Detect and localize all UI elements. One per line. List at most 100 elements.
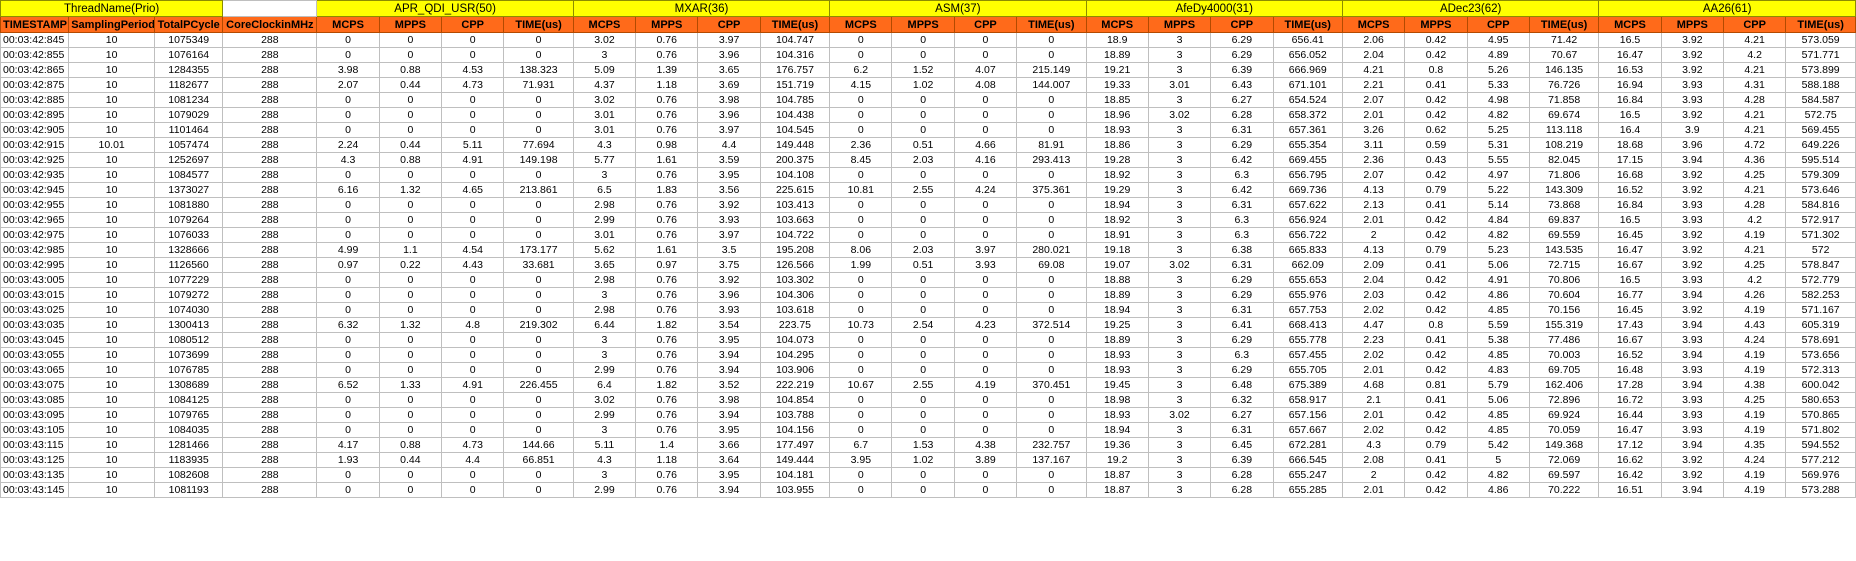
table-row: 00:03:43:055 10 1073699 288 0 0 0 0 3 0.76 3.94 104…: [0, 347, 1856, 363]
table-cell: 3.92: [1660, 227, 1724, 243]
timestamp-cell: 00:03:42:915: [0, 137, 70, 153]
table-cell: 0: [316, 122, 380, 138]
table-cell: 0: [829, 467, 893, 483]
table-cell: 1.32: [378, 182, 443, 198]
table-cell: 10: [68, 302, 156, 318]
table-cell: 571.167: [1785, 302, 1856, 318]
table-cell: 1.1: [378, 242, 443, 258]
table-cell: 0: [891, 302, 955, 318]
table-cell: 1.18: [635, 452, 699, 468]
timestamp-cell: 00:03:43:145: [0, 482, 70, 498]
table-cell: 288: [222, 242, 318, 258]
table-cell: 658.372: [1272, 107, 1343, 123]
table-cell: 10: [68, 347, 156, 363]
table-cell: 3.01: [572, 122, 637, 138]
table-cell: 6.31: [1210, 257, 1274, 273]
table-cell: 144.66: [503, 437, 574, 453]
table-cell: 0: [891, 332, 955, 348]
table-cell: 72.069: [1528, 452, 1600, 468]
table-cell: 572.313: [1785, 362, 1856, 378]
timestamp-cell: 00:03:42:895: [0, 107, 70, 123]
table-cell: 0: [316, 482, 380, 498]
table-cell: 4.26: [1722, 287, 1787, 303]
table-cell: 4.23: [953, 317, 1018, 333]
table-cell: 19.2: [1085, 452, 1149, 468]
table-cell: 4.17: [316, 437, 380, 453]
table-cell: 1.52: [891, 62, 955, 78]
table-cell: 4.21: [1722, 122, 1787, 138]
table-cell: 0: [316, 332, 380, 348]
table-cell: 0: [316, 422, 380, 438]
table-cell: 1084577: [154, 167, 224, 183]
table-cell: 0: [891, 122, 955, 138]
timestamp-cell: 00:03:43:025: [0, 302, 70, 318]
table-cell: 1.02: [891, 77, 955, 93]
table-cell: 0: [441, 332, 505, 348]
table-cell: 3.92: [1660, 302, 1724, 318]
table-cell: 6.44: [572, 317, 637, 333]
table-cell: 4.21: [1722, 107, 1787, 123]
table-cell: 2.54: [891, 317, 955, 333]
table-cell: 288: [222, 167, 318, 183]
table-cell: 0: [1016, 332, 1087, 348]
table-cell: 4.35: [1722, 437, 1787, 453]
table-cell: 288: [222, 362, 318, 378]
table-cell: 3: [1147, 242, 1212, 258]
table-cell: 595.514: [1785, 152, 1856, 168]
table-cell: 0.44: [378, 77, 443, 93]
table-cell: 571.771: [1785, 47, 1856, 63]
table-cell: 3: [1147, 422, 1212, 438]
table-cell: 69.837: [1528, 212, 1600, 228]
table-cell: 0.88: [378, 62, 443, 78]
table-cell: 0.42: [1404, 212, 1468, 228]
table-cell: 572: [1785, 242, 1856, 258]
table-cell: 288: [222, 347, 318, 363]
table-cell: 657.753: [1272, 302, 1343, 318]
table-header: ThreadName(Prio) APR_QDI_USR(50) MXAR(36…: [0, 0, 1856, 33]
table-cell: 288: [222, 107, 318, 123]
table-cell: 3.97: [697, 227, 761, 243]
table-cell: 3: [1147, 152, 1212, 168]
table-cell: 288: [222, 197, 318, 213]
table-cell: 1.33: [378, 377, 443, 393]
table-cell: 3.95: [697, 332, 761, 348]
table-cell: 2.98: [572, 197, 637, 213]
table-row: 00:03:43:095 10 1079765 288 0 0 0 0 2.99 0.76 3.94…: [0, 407, 1856, 423]
table-cell: 0: [829, 47, 893, 63]
table-cell: 2.24: [316, 137, 380, 153]
table-cell: 104.785: [759, 92, 831, 108]
table-cell: 3.92: [1660, 182, 1724, 198]
table-cell: 176.757: [759, 62, 831, 78]
table-row: 00:03:42:875 10 1182677 288 2.07 0.44 4.73 71.9…: [0, 77, 1856, 93]
table-cell: 0: [1016, 422, 1087, 438]
table-cell: 0: [953, 47, 1018, 63]
table-cell: 3.94: [1660, 482, 1724, 498]
table-cell: 4.19: [1722, 362, 1787, 378]
column-header: CPP: [953, 16, 1018, 33]
table-row: 00:03:42:955 10 1081880 288 0 0 0 0 2.98 0.76 3.92…: [0, 197, 1856, 213]
table-cell: 3.65: [697, 62, 761, 78]
table-cell: 0.76: [635, 227, 699, 243]
table-cell: 0: [953, 272, 1018, 288]
table-cell: 4.24: [953, 182, 1018, 198]
table-cell: 10: [68, 392, 156, 408]
table-cell: 2.03: [891, 152, 955, 168]
timestamp-cell: 00:03:42:935: [0, 167, 70, 183]
table-cell: 1076164: [154, 47, 224, 63]
table-row: 00:03:42:935 10 1084577 288 0 0 0 0 3 0.76 3.95 104…: [0, 167, 1856, 183]
table-cell: 288: [222, 272, 318, 288]
group-header-asm: ASM(37): [829, 0, 1087, 17]
table-cell: 573.288: [1785, 482, 1856, 498]
table-cell: 0: [316, 197, 380, 213]
table-row: 00:03:43:005 10 1077229 288 0 0 0 0 2.98 0.76 3.92…: [0, 272, 1856, 288]
table-cell: 375.361: [1016, 182, 1087, 198]
table-cell: 3.97: [697, 32, 761, 48]
table-cell: 0: [829, 362, 893, 378]
table-cell: 10: [68, 467, 156, 483]
table-cell: 2.02: [1341, 422, 1406, 438]
table-cell: 0: [441, 362, 505, 378]
table-cell: 18.85: [1085, 92, 1149, 108]
table-cell: 3: [572, 467, 637, 483]
table-cell: 0: [953, 392, 1018, 408]
table-cell: 0: [441, 272, 505, 288]
